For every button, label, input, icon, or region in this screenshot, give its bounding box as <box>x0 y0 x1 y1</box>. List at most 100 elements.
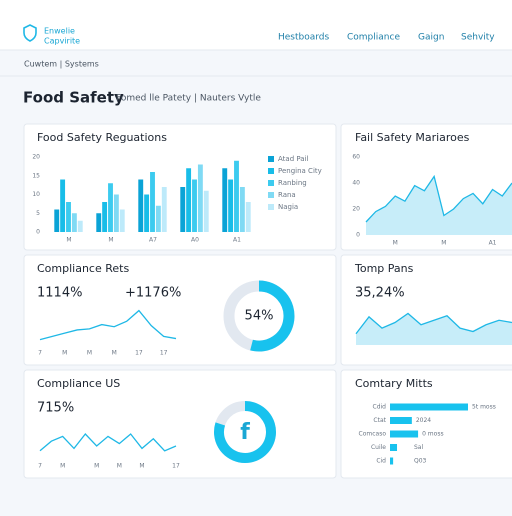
kpi: 715% <box>37 401 74 416</box>
bar <box>192 179 197 232</box>
nav-item[interactable]: Hestboards <box>278 33 330 43</box>
bar <box>197 164 203 232</box>
legend-swatch <box>268 156 274 162</box>
bar-note: 2024 <box>416 417 431 424</box>
x-tick-label: 17 <box>172 463 180 470</box>
panel-title: Compliance US <box>37 377 120 390</box>
bar <box>144 194 150 232</box>
bar <box>234 160 239 232</box>
logo-text: Capvirite <box>44 37 80 46</box>
panel-title: Comtary Mitts <box>355 377 433 390</box>
bar <box>96 213 102 232</box>
bar-label: Cuile <box>371 444 386 451</box>
panel <box>340 254 512 366</box>
bar <box>180 187 186 232</box>
legend-swatch <box>268 180 274 186</box>
legend-label: Nagia <box>278 203 298 211</box>
top-bar <box>0 0 512 50</box>
bar <box>71 213 77 232</box>
bar-note: 0 moss <box>422 431 444 438</box>
bar <box>390 430 419 438</box>
x-tick-label: M <box>441 240 446 247</box>
bar <box>161 187 167 232</box>
x-tick-label: A0 <box>191 237 199 244</box>
bar <box>54 209 60 232</box>
donut-label: 54% <box>245 309 274 324</box>
x-tick-label: 17 <box>135 350 143 357</box>
page-title: Food Safety <box>23 89 124 107</box>
logo-icon <box>23 24 37 42</box>
y-tick-label: 40 <box>352 180 360 187</box>
logo-text: Enwelie <box>44 27 75 36</box>
bar <box>228 179 234 232</box>
bar <box>77 220 83 232</box>
panel <box>340 369 512 479</box>
kpi: 1114% <box>37 286 82 301</box>
bar <box>138 179 144 232</box>
nav-item[interactable]: Compliance <box>347 33 400 43</box>
legend-label: Rana <box>278 191 296 199</box>
legend-label: Ranbing <box>278 179 307 187</box>
bar <box>390 403 468 411</box>
panel-title: Food Safety Reguations <box>37 131 167 144</box>
legend-swatch <box>268 168 274 174</box>
bar-label: Cdid <box>373 404 387 411</box>
bar <box>150 172 155 232</box>
bar <box>113 194 119 232</box>
x-tick-label: M <box>117 463 122 470</box>
bar <box>186 168 192 232</box>
donut-icon: f <box>240 420 250 445</box>
legend-swatch <box>268 192 274 198</box>
x-tick-label: M <box>112 350 117 357</box>
bar-label: Comcaso <box>359 431 387 438</box>
x-tick-label: M <box>139 463 144 470</box>
panel-title: Compliance Rets <box>37 262 129 275</box>
bar <box>390 457 394 465</box>
y-tick-label: 10 <box>32 191 40 198</box>
bar-note: Sal <box>414 444 423 451</box>
page-subtitle: Fomed lle Patety | Nauters Vytle <box>116 94 261 104</box>
bar <box>390 417 412 424</box>
bar <box>102 202 108 232</box>
bar <box>390 444 398 451</box>
bar-label: Cid <box>376 458 386 465</box>
x-tick-label: A1 <box>233 237 241 244</box>
y-tick-label: 15 <box>32 172 40 179</box>
x-tick-label: 17 <box>160 350 168 357</box>
bar-note: 5t moss <box>472 404 496 411</box>
y-tick-label: 20 <box>32 154 40 161</box>
y-tick-label: 0 <box>356 232 360 239</box>
legend-swatch <box>268 204 274 210</box>
bar-note: Q03 <box>414 458 427 465</box>
bar <box>66 202 71 232</box>
breadcrumb[interactable]: Cuwtem | Systems <box>24 60 99 69</box>
bar <box>60 179 66 232</box>
bar <box>108 183 113 232</box>
bar-label: Ctat <box>373 417 386 424</box>
bar <box>155 205 161 232</box>
line <box>355 312 512 335</box>
nav-item[interactable]: Sehvity <box>461 33 495 43</box>
panel <box>23 123 337 251</box>
legend-label: Atad Pail <box>278 155 309 163</box>
x-tick-label: A1 <box>489 240 497 247</box>
y-tick-label: 20 <box>352 206 360 213</box>
kpi: 35,24% <box>355 286 405 301</box>
nav-item[interactable]: Gaign <box>418 33 444 43</box>
bar <box>119 209 125 232</box>
x-tick-label: M <box>94 463 99 470</box>
x-tick-label: 7 <box>38 463 42 470</box>
bar <box>245 202 251 232</box>
panel-title: Fail Safety Mariaroes <box>355 131 470 144</box>
donut-arc <box>214 401 276 463</box>
x-tick-label: M <box>393 240 398 247</box>
x-tick-label: 7 <box>38 350 42 357</box>
area <box>356 313 512 345</box>
line <box>39 433 177 452</box>
donut-arc <box>250 280 295 352</box>
kpi: +1176% <box>125 286 181 301</box>
y-tick-label: 5 <box>36 210 40 217</box>
x-tick-label: M <box>87 350 92 357</box>
